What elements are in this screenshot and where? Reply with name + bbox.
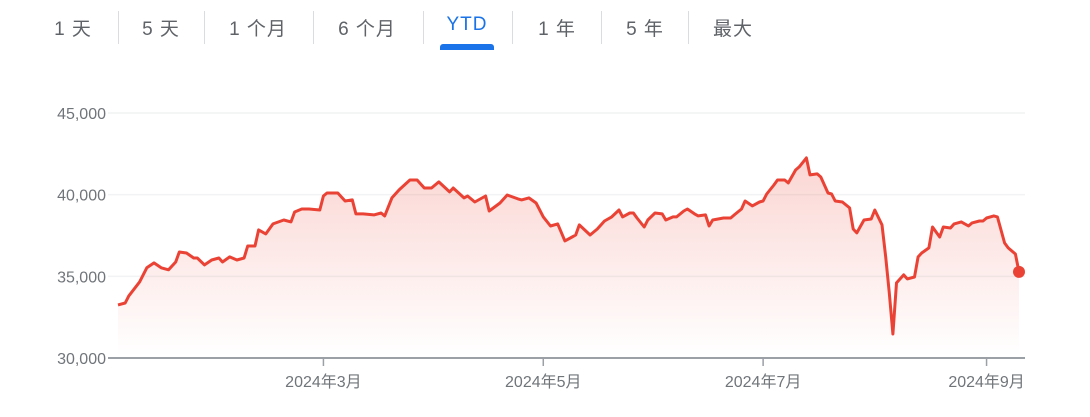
divider [688, 11, 689, 44]
divider [204, 11, 205, 44]
divider [601, 11, 602, 44]
tab-5-day[interactable]: 5 天 [142, 19, 180, 40]
active-tab-indicator [440, 44, 494, 50]
tab-1-year[interactable]: 1 年 [538, 19, 576, 40]
divider [512, 11, 513, 44]
y-tick-label: 30,000 [57, 351, 106, 368]
y-tick-label: 35,000 [57, 269, 106, 286]
price-area-fill [118, 157, 1019, 356]
tab-1-month[interactable]: 1 个月 [229, 19, 287, 40]
x-tick-label: 2024年9月 [948, 373, 1025, 391]
divider [118, 11, 119, 44]
x-tick-label: 2024年5月 [505, 373, 582, 391]
last-price-marker [1013, 265, 1025, 278]
divider [313, 11, 314, 44]
y-tick-label: 45,000 [57, 106, 106, 123]
price-line [117, 156, 1021, 336]
x-tick-label: 2024年3月 [285, 373, 362, 391]
x-tick-label: 2024年7月 [725, 373, 802, 391]
range-tabs: 1 天 5 天 1 个月 6 个月 YTD 1 年 5 年 最大 [0, 0, 780, 50]
tab-max[interactable]: 最大 [712, 19, 754, 40]
tab-ytd[interactable]: YTD [446, 14, 488, 35]
y-tick-label: 40,000 [57, 188, 106, 205]
tab-6-month[interactable]: 6 个月 [338, 19, 396, 40]
tab-1-day[interactable]: 1 天 [54, 19, 92, 40]
divider [423, 11, 424, 44]
tab-5-year[interactable]: 5 年 [626, 19, 664, 40]
